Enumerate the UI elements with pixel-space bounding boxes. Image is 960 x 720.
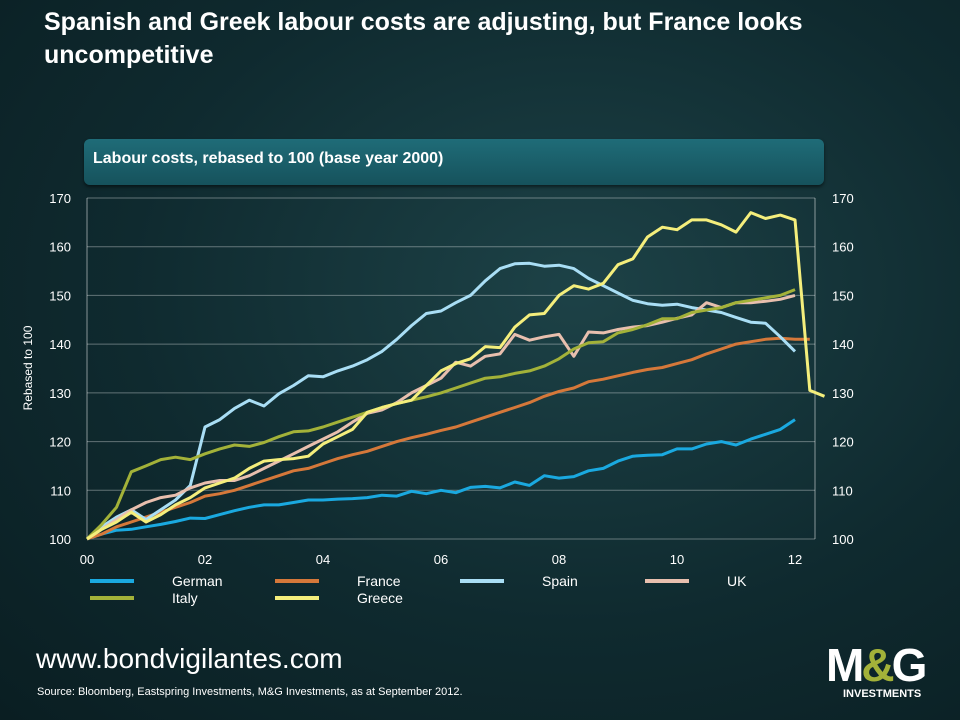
- legend-label: UK: [727, 573, 747, 589]
- y-tick-label-left: 150: [49, 288, 71, 303]
- y-tick-label-right: 160: [832, 240, 854, 255]
- chart-title: Labour costs, rebased to 100 (base year …: [93, 150, 444, 167]
- legend-label: German: [172, 573, 223, 589]
- legend-swatch: [275, 596, 319, 600]
- legend-label: Greece: [357, 590, 403, 606]
- series-line-spain: [86, 261, 797, 541]
- y-tick-label-right: 110: [832, 483, 853, 498]
- y-tick-label-left: 130: [49, 386, 71, 401]
- legend-item-greece: Greece: [275, 590, 403, 606]
- source-note: Source: Bloomberg, Eastspring Investment…: [37, 686, 463, 698]
- website-url[interactable]: www.bondvigilantes.com: [36, 643, 343, 674]
- series-line-france: [86, 336, 810, 541]
- x-tick-label: 00: [80, 552, 94, 567]
- series-line-german: [86, 418, 796, 541]
- slide-title: Spanish and Greek labour costs are adjus…: [44, 8, 803, 69]
- y-tick-label-right: 140: [832, 337, 854, 352]
- legend-item-spain: Spain: [460, 573, 578, 589]
- series-line-greece: [86, 211, 826, 541]
- x-tick-label: 08: [552, 552, 566, 567]
- y-tick-label-right: 170: [832, 191, 854, 206]
- x-tick-label: 12: [788, 552, 802, 567]
- legend-swatch: [90, 596, 134, 600]
- x-tick-label: 06: [434, 552, 448, 567]
- legend-swatch: [275, 579, 319, 583]
- x-tick-label: 02: [198, 552, 212, 567]
- y-tick-label-right: 150: [832, 288, 854, 303]
- y-tick-label-left: 100: [49, 532, 71, 547]
- y-tick-label-left: 120: [49, 435, 71, 450]
- series-line-italy: [85, 288, 796, 541]
- legend-item-german: German: [90, 573, 223, 589]
- y-tick-label-left: 160: [49, 240, 71, 255]
- y-tick-label-right: 100: [832, 532, 854, 547]
- chart-title-box: Labour costs, rebased to 100 (base year …: [84, 139, 824, 185]
- legend-item-italy: Italy: [90, 590, 198, 606]
- y-tick-label-left: 110: [50, 483, 71, 498]
- legend-swatch: [90, 579, 134, 583]
- legend-item-france: France: [275, 573, 401, 589]
- mg-logo: M&G INVESTMENTS: [826, 639, 927, 700]
- legend-label: France: [357, 573, 401, 589]
- legend-label: Spain: [542, 573, 578, 589]
- y-tick-label-left: 170: [49, 191, 71, 206]
- y-tick-label-right: 130: [832, 386, 854, 401]
- legend-item-uk: UK: [645, 573, 746, 589]
- legend-swatch: [645, 579, 689, 583]
- x-tick-label: 04: [316, 552, 330, 567]
- legend-label: Italy: [172, 590, 198, 606]
- y-axis-label: Rebased to 100: [21, 325, 35, 410]
- y-tick-label-left: 140: [49, 337, 71, 352]
- legend-swatch: [460, 579, 504, 583]
- x-tick-label: 10: [670, 552, 684, 567]
- y-tick-label-right: 120: [832, 435, 854, 450]
